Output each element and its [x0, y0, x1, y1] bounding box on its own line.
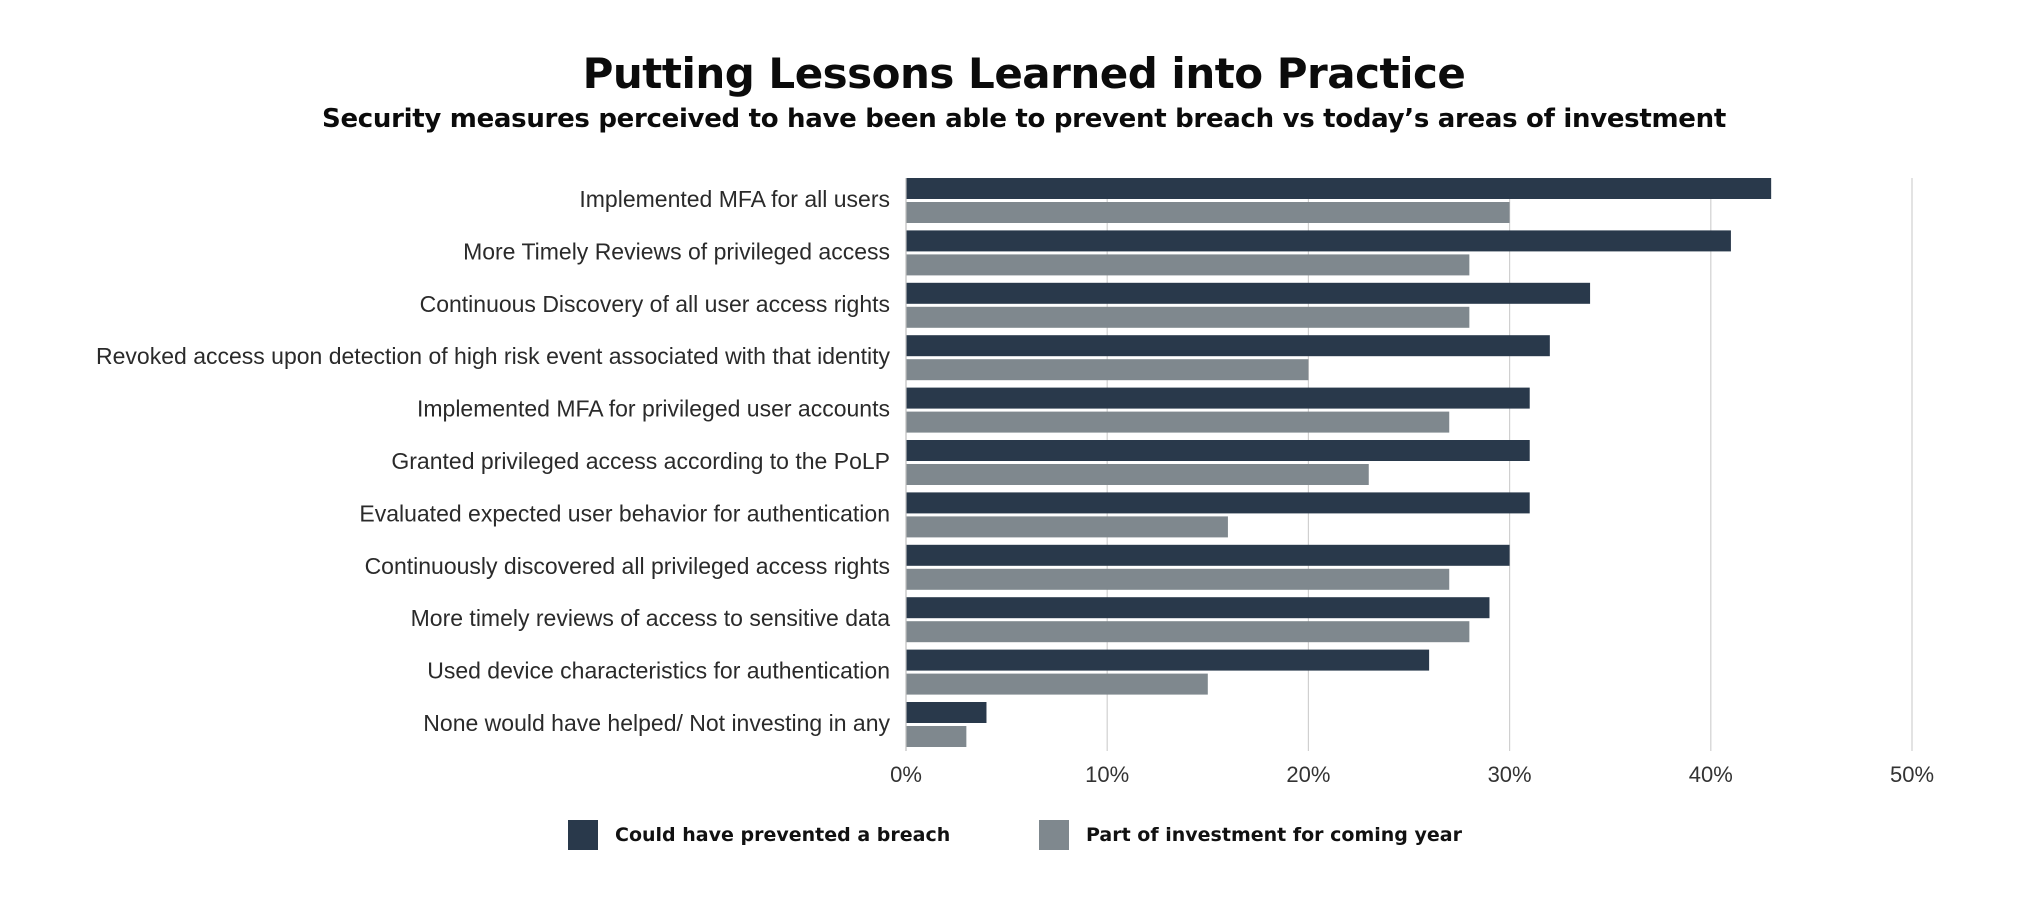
bar-series-1 — [906, 649, 1430, 671]
bar-series-1 — [906, 440, 1530, 461]
chart-legend: Could have prevented a breach Part of in… — [0, 818, 2024, 854]
bar-series-2 — [906, 673, 1208, 695]
category-label: Granted privileged access according to t… — [391, 448, 890, 474]
bar-series-1 — [906, 387, 1530, 409]
bar-series-2 — [906, 411, 1450, 433]
x-tick-label: 30% — [1488, 762, 1532, 787]
bar-series-1 — [906, 702, 987, 723]
category-label: None would have helped/ Not investing in… — [423, 710, 890, 736]
x-tick-label: 10% — [1085, 762, 1129, 787]
bar-series-2 — [906, 516, 1228, 538]
bar-series-1 — [906, 230, 1731, 252]
bar-series-1 — [906, 597, 1490, 619]
legend-swatch-series-1 — [568, 820, 598, 850]
category-label: Continuous Discovery of all user access … — [420, 291, 890, 317]
bar-series-2 — [906, 568, 1450, 590]
category-label: More Timely Reviews of privileged access — [463, 238, 890, 264]
bar-series-2 — [906, 621, 1470, 643]
x-tick-label: 50% — [1890, 762, 1934, 787]
bar-series-2 — [906, 202, 1510, 223]
chart-title: Putting Lessons Learned into Practice — [582, 49, 1466, 98]
bar-series-2 — [906, 254, 1470, 276]
category-label: More timely reviews of access to sensiti… — [411, 605, 891, 631]
x-tick-label: 0% — [890, 762, 922, 787]
bar-series-2 — [906, 359, 1309, 381]
x-tick-label: 40% — [1689, 762, 1733, 787]
bar-series-2 — [906, 464, 1369, 485]
category-label: Implemented MFA for all users — [579, 186, 890, 212]
bar-series-1 — [906, 335, 1550, 357]
bar-series-1 — [906, 282, 1591, 304]
legend-label-series-1: Could have prevented a breach — [615, 824, 951, 846]
category-label: Continuously discovered all privileged a… — [365, 553, 890, 579]
x-tick-label: 20% — [1286, 762, 1330, 787]
category-label: Implemented MFA for privileged user acco… — [417, 396, 890, 422]
bar-series-1 — [906, 178, 1772, 199]
chart-titles: Putting Lessons Learned into Practice Se… — [0, 48, 2024, 136]
bar-series-1 — [906, 492, 1530, 514]
bar-series-1 — [906, 544, 1510, 566]
category-label: Evaluated expected user behavior for aut… — [359, 500, 890, 526]
legend-item-series-1: Could have prevented a breach — [568, 818, 950, 852]
bar-series-2 — [906, 306, 1470, 328]
chart-subtitle: Security measures perceived to have been… — [322, 104, 1726, 134]
legend-item-series-2: Part of investment for coming year — [1039, 818, 1462, 852]
bar-series-2 — [906, 726, 967, 747]
legend-label-series-2: Part of investment for coming year — [1086, 824, 1462, 846]
bar-chart: 0% 10% 20% 30% 40% 50% Implemented MFA for all… — [96, 178, 1934, 787]
category-label: Used device characteristics for authenti… — [427, 658, 890, 684]
category-label: Revoked access upon detection of high ri… — [96, 343, 890, 369]
legend-swatch-series-2 — [1039, 820, 1069, 850]
